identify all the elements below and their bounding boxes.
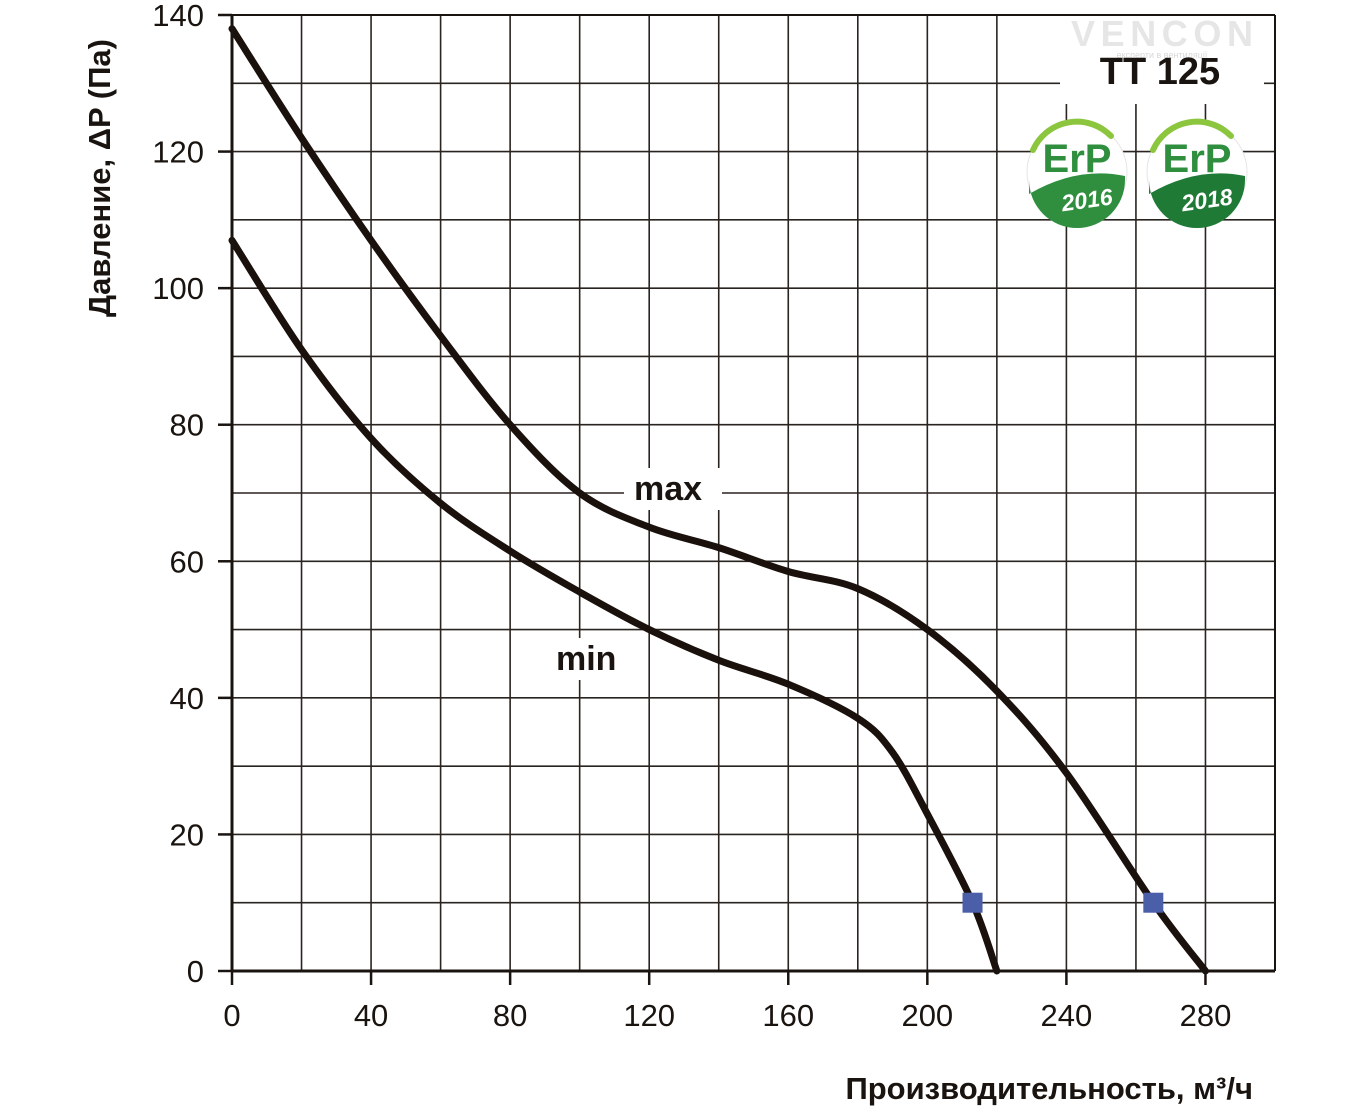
- x-tick-label: 280: [1180, 998, 1232, 1033]
- x-tick-label: 80: [493, 998, 527, 1033]
- curve-max: [228, 25, 1209, 975]
- curve-min: [228, 236, 1001, 975]
- x-tick-labels: 0 40 80 120 160 200 240 280: [223, 998, 1231, 1033]
- erp-2018-badge: ErP 2018: [1146, 118, 1248, 228]
- erp-2016-badge: ErP 2016: [1026, 118, 1128, 228]
- y-tick-label: 40: [170, 681, 204, 716]
- markers: [962, 892, 1164, 913]
- y-tick-label: 60: [170, 544, 204, 579]
- y-tick-label: 20: [170, 817, 204, 852]
- marker-min: [962, 892, 983, 913]
- x-tick-label: 200: [901, 998, 953, 1033]
- y-tick-label: 140: [152, 0, 204, 33]
- series-label-min: min: [556, 640, 616, 678]
- y-tick-labels: 0 20 40 60 80 100 120 140: [152, 0, 204, 989]
- curves: [228, 25, 1209, 975]
- erp-2018-label: ErP: [1163, 137, 1232, 181]
- y-tick-label: 80: [170, 408, 204, 443]
- y-tick-label: 100: [152, 271, 204, 306]
- erp-2016-label: ErP: [1043, 137, 1112, 181]
- marker-max: [1143, 892, 1164, 913]
- y-tick-label: 0: [187, 954, 204, 989]
- x-tick-label: 120: [623, 998, 675, 1033]
- brand-tagline: експерти в вентиляції: [1117, 50, 1208, 60]
- min-label-bg: [548, 638, 634, 680]
- x-tick-label: 160: [762, 998, 814, 1033]
- y-tick-label: 120: [152, 135, 204, 170]
- brand-logo: VENCON експерти в вентиляції ТТ 125: [1060, 13, 1264, 104]
- series-label-max: max: [634, 470, 702, 508]
- x-tick-label: 240: [1041, 998, 1093, 1033]
- max-label-bg: [624, 468, 722, 510]
- axes: [218, 13, 1276, 985]
- x-tick-label: 40: [354, 998, 388, 1033]
- model-title: ТТ 125: [1100, 51, 1220, 93]
- y-axis-title: Давление, ΔP (Па): [82, 39, 117, 317]
- x-tick-label: 0: [223, 998, 240, 1033]
- x-axis-title: Производительность, м³/ч: [845, 1071, 1253, 1106]
